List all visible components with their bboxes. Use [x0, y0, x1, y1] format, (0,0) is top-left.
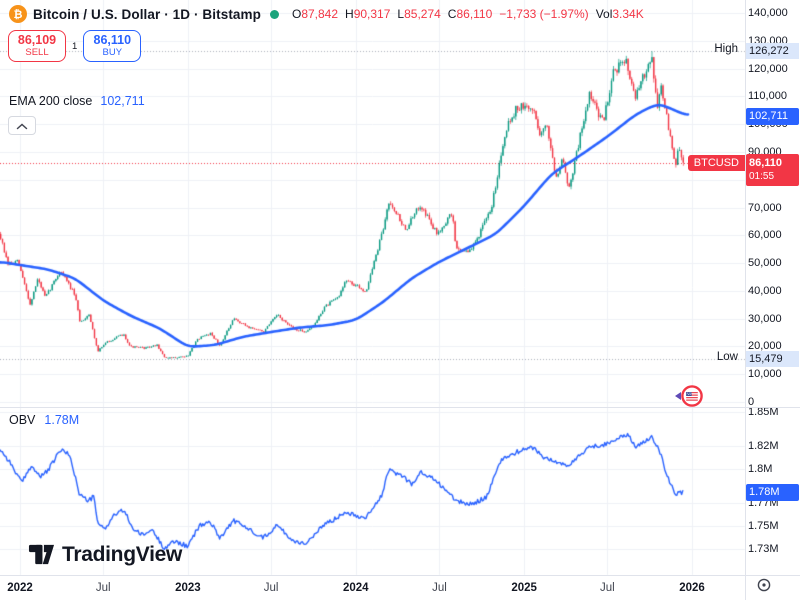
- price-axis-tick: 120,000: [748, 62, 788, 75]
- price-axis-tick: 60,000: [748, 229, 782, 242]
- price-axis-tick: 140,000: [748, 7, 788, 19]
- obv-axis-tick: 1.73M: [748, 543, 779, 555]
- axis-settings-button[interactable]: [756, 577, 772, 598]
- circle-dot-icon: [757, 578, 771, 592]
- time-axis-divider: [0, 575, 800, 576]
- obv-legend-value: 1.78M: [44, 413, 80, 427]
- tradingview-logo-text: TradingView: [62, 542, 183, 566]
- price-axis-tick: 20,000: [748, 340, 782, 353]
- ema-legend-value: 102,711: [100, 94, 145, 108]
- last-price-badge: 86,110 01:55: [746, 153, 799, 186]
- obv-legend-label: OBV: [9, 413, 36, 427]
- low-word-label: Low: [716, 350, 738, 363]
- bitcoin-logo-icon: ₿: [9, 5, 27, 23]
- low-value: 85,274: [404, 7, 441, 21]
- volume-label: Vol: [595, 7, 613, 21]
- time-axis-tick: Jul: [432, 582, 447, 594]
- price-axis-tick: 40,000: [748, 284, 782, 297]
- price-axis-tick: 50,000: [748, 257, 782, 270]
- low-price-axis-label: 15,479: [746, 350, 799, 367]
- buy-button[interactable]: 86,110 BUY: [83, 30, 142, 62]
- obv-axis-tick: 1.75M: [748, 520, 779, 533]
- price-axis-tick: 70,000: [748, 201, 782, 214]
- time-axis-tick: 2022: [7, 582, 33, 594]
- last-price-value: 86,110: [749, 156, 783, 169]
- open-value: 87,842: [301, 7, 339, 21]
- time-axis-tick: 2024: [342, 582, 369, 594]
- obv-value-badge: 1.78M: [746, 483, 799, 501]
- sell-label: SELL: [25, 46, 49, 58]
- time-axis-tick: 2023: [175, 582, 201, 594]
- time-axis-tick: Jul: [263, 582, 279, 594]
- time-axis-tick: Jul: [600, 582, 615, 594]
- price-axis-tick: 110,000: [748, 90, 787, 103]
- symbol-price-tag: BTCUSD: [687, 154, 745, 171]
- trade-widget: 86,109 SELL 1 86,110 BUY: [8, 30, 142, 62]
- event-arrow-icon: [675, 392, 681, 400]
- buy-label: BUY: [102, 46, 123, 58]
- obv-axis-tick: 1.85M: [748, 406, 779, 418]
- sell-price: 86,109: [17, 32, 57, 47]
- price-scale-divider[interactable]: [745, 0, 746, 600]
- obv-axis-tick: 1.8M: [748, 463, 773, 476]
- economic-event-marker[interactable]: [674, 385, 703, 407]
- change-value: −1,733 (−1.97%): [499, 7, 589, 21]
- collapse-pane-button[interactable]: [8, 116, 36, 135]
- low-label: L: [397, 7, 405, 21]
- tradingview-logo[interactable]: TradingView: [28, 541, 182, 568]
- us-flag-icon: [681, 385, 703, 407]
- chart-legend: ₿ Bitcoin / U.S. Dollar · 1D · Bitstamp …: [9, 5, 651, 23]
- market-status-icon[interactable]: [269, 9, 279, 19]
- chevron-up-icon: [16, 117, 28, 135]
- close-label: C: [447, 7, 457, 21]
- ema-indicator-legend[interactable]: EMA 200 close 102,711: [9, 94, 145, 108]
- open-label: O: [291, 7, 302, 21]
- high-label: H: [345, 7, 354, 21]
- time-axis-tick: 2026: [679, 582, 705, 594]
- high-value: 90,317: [353, 7, 391, 21]
- ema-legend-label: EMA 200 close: [9, 94, 93, 108]
- symbol-title[interactable]: Bitcoin / U.S. Dollar · 1D · Bitstamp: [33, 6, 261, 22]
- obv-axis-tick: 1.82M: [748, 440, 779, 453]
- price-axis-tick: 0: [748, 396, 755, 408]
- ohlc-values: O87,842 H90,317 L85,274 C86,110 −1,733 (…: [292, 7, 651, 21]
- spread-value: 1: [72, 40, 78, 52]
- price-axis-tick: 30,000: [748, 312, 782, 325]
- high-price-axis-label: 126,272: [746, 43, 799, 60]
- close-value: 86,110: [456, 7, 493, 21]
- high-word-label: High: [714, 43, 738, 56]
- time-axis-tick: Jul: [95, 582, 111, 594]
- bar-countdown: 01:55: [749, 170, 775, 182]
- obv-indicator-legend[interactable]: OBV 1.78M: [9, 413, 79, 427]
- tradingview-mark-icon: [28, 544, 55, 565]
- ema-price-badge: 102,711: [746, 108, 799, 126]
- sell-button[interactable]: 86,109 SELL: [8, 30, 66, 62]
- time-axis-tick: 2025: [511, 582, 537, 594]
- price-axis-tick: 10,000: [748, 368, 782, 381]
- pane-divider[interactable]: [0, 407, 800, 408]
- volume-value: 3.34K: [612, 7, 644, 21]
- buy-price: 86,110: [93, 32, 132, 47]
